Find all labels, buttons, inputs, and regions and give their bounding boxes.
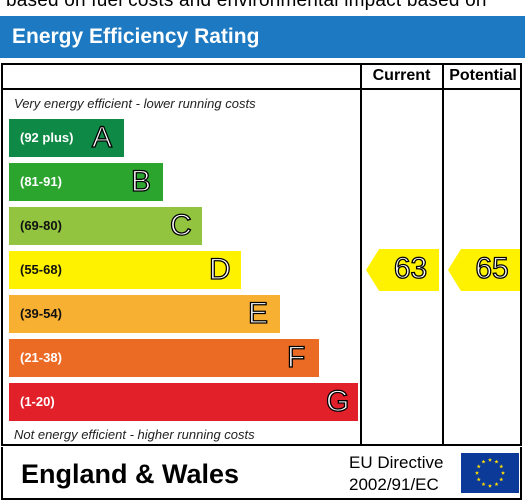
eu-star [476, 464, 481, 469]
top-scale-note: Very energy efficient - lower running co… [14, 96, 256, 111]
band-g: (1-20) G [9, 383, 358, 421]
current-column-header: Current [372, 67, 431, 84]
potential-rating-arrow: 65 [448, 249, 520, 291]
band-d: (55-68) D [9, 251, 241, 289]
eu-star [487, 483, 493, 488]
band-range-label: (55-68) [20, 262, 62, 277]
intro-text: based on fuel costs and environmental im… [6, 0, 487, 11]
current-rating-arrow: 63 [366, 249, 439, 291]
eu-flag-icon [461, 453, 519, 493]
eu-star [474, 470, 480, 475]
bottom-scale-note: Not energy efficient - higher running co… [14, 427, 255, 442]
directive-line-1: EU Directive [349, 453, 444, 472]
band-f: (21-38) F [9, 339, 319, 377]
band-range-label: (92 plus) [20, 130, 74, 145]
eu-star [481, 459, 486, 464]
eu-star [499, 477, 504, 482]
band-range-label: (21-38) [20, 350, 62, 365]
band-b: (81-91) B [9, 163, 163, 201]
rating-chart: Current Potential Very energy efficient … [1, 63, 522, 446]
band-range-label: (1-20) [20, 394, 55, 409]
band-letter: A [91, 120, 113, 154]
eu-star [494, 482, 499, 487]
directive-line-2: 2002/91/EC [349, 475, 439, 494]
band-c: (69-80) C [9, 207, 202, 245]
column-divider-current [360, 65, 362, 444]
band-letter: F [286, 340, 306, 374]
potential-rating-value: 65 [475, 251, 510, 285]
eu-star [481, 482, 486, 487]
eu-star [476, 477, 481, 482]
eu-star [500, 470, 506, 475]
band-letter: D [208, 252, 231, 286]
eu-directive: EU Directive 2002/91/EC [349, 452, 443, 496]
band-a: (92 plus) A [9, 119, 124, 157]
band-letter: B [130, 164, 152, 198]
eu-star [487, 457, 493, 462]
band-range-label: (39-54) [20, 306, 62, 321]
band-letter: E [247, 296, 269, 330]
column-divider-potential [442, 65, 444, 444]
region-label: England & Wales [21, 459, 240, 489]
band-e: (39-54) E [9, 295, 280, 333]
footer: England & Wales EU Directive 2002/91/EC [1, 447, 522, 500]
header-bar: Energy Efficiency Rating [0, 16, 525, 58]
band-range-label: (69-80) [20, 218, 62, 233]
header-divider [3, 88, 520, 90]
current-rating-value: 63 [393, 251, 428, 285]
eu-star [499, 464, 504, 469]
chart-title: Energy Efficiency Rating [12, 25, 260, 48]
potential-column-header: Potential [449, 67, 517, 84]
band-letter: C [169, 208, 192, 242]
band-letter: G [325, 384, 350, 418]
eu-star [494, 459, 499, 464]
band-range-label: (81-91) [20, 174, 62, 189]
